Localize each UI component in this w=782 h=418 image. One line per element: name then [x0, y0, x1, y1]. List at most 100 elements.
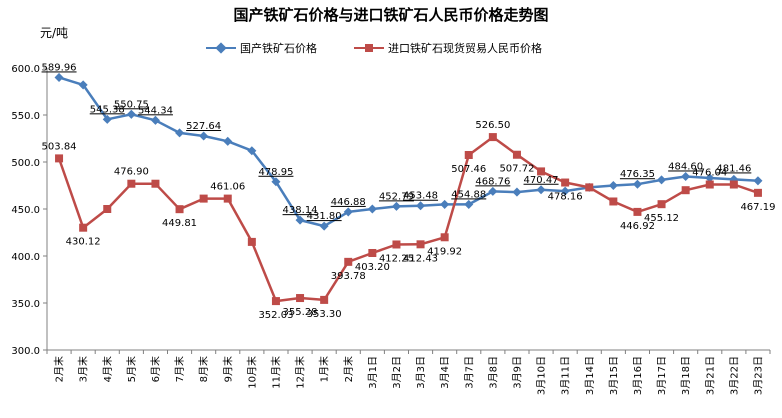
point-marker-import	[344, 257, 353, 266]
data-label-domestic: 454.88	[451, 189, 486, 200]
data-label-import: 430.12	[66, 237, 101, 248]
point-marker-import	[392, 240, 401, 249]
point-marker-import	[537, 167, 546, 176]
x-tick-label: 12月末	[294, 356, 307, 389]
data-label-domestic: 476.35	[620, 169, 655, 180]
point-marker-domestic	[536, 185, 546, 195]
y-tick-label: 300.0	[11, 346, 40, 357]
data-label-import: 352.03	[258, 310, 293, 321]
point-marker-import	[512, 150, 521, 159]
axes: 300.0 350.0 400.0 450.0 500.0 550.0 600.0 2月末 3月…	[11, 64, 771, 395]
data-label-domestic: 431.80	[307, 211, 342, 222]
point-marker-import	[633, 207, 642, 216]
point-marker-domestic	[632, 179, 642, 189]
point-marker-import	[681, 186, 690, 195]
x-tick-label: 5月末	[125, 356, 138, 382]
x-tick-label: 9月末	[221, 356, 234, 382]
data-label-domestic: 446.88	[331, 197, 366, 208]
point-marker-import	[199, 194, 208, 203]
x-tick-label: 11月末	[269, 356, 282, 389]
point-marker-import	[223, 194, 232, 203]
data-label-import: 455.12	[644, 213, 679, 224]
x-tick-label: 3月2日	[391, 356, 403, 389]
point-marker-import	[464, 150, 473, 159]
point-marker-import	[151, 179, 160, 188]
point-marker-domestic	[464, 199, 474, 209]
data-label-import: 412.43	[403, 253, 438, 264]
y-tick-label: 350.0	[11, 299, 40, 310]
x-tick-label: 3月7日	[463, 356, 475, 389]
point-marker-import	[55, 154, 64, 163]
data-label-domestic: 527.64	[186, 121, 221, 132]
x-tick-label: 3月21日	[704, 356, 716, 395]
point-marker-domestic	[367, 204, 377, 214]
point-marker-domestic	[753, 176, 763, 186]
series-layer	[54, 72, 763, 306]
data-label-domestic: 438.14	[283, 205, 318, 216]
point-marker-domestic	[295, 215, 305, 225]
x-tick-label: 3月23日	[752, 356, 764, 395]
point-marker-import	[127, 179, 136, 188]
data-label-domestic: 478.95	[258, 167, 293, 178]
x-tick-label: 3月18日	[680, 356, 692, 395]
point-marker-import	[488, 133, 497, 142]
data-label-import: 476.90	[114, 167, 149, 178]
data-label-domestic: 452.79	[379, 191, 414, 202]
point-marker-domestic	[54, 72, 64, 82]
point-marker-domestic	[512, 187, 522, 197]
data-label-domestic: 544.34	[138, 105, 173, 116]
legend-label-domestic: 国产铁矿石价格	[240, 41, 317, 55]
data-label-domestic: 470.47	[524, 175, 559, 186]
y-tick-label: 550.0	[11, 111, 40, 122]
point-marker-domestic	[440, 199, 450, 209]
point-marker-import	[247, 237, 256, 246]
point-marker-domestic	[416, 201, 426, 211]
legend-label-import: 进口铁矿石现货贸易人民币价格	[388, 41, 542, 55]
x-tick-label: 4月末	[101, 356, 114, 382]
point-marker-domestic	[681, 171, 691, 182]
x-tick-label: 3月8日	[487, 356, 499, 389]
x-tick-label: 10月末	[245, 356, 258, 389]
point-marker-domestic	[391, 201, 401, 211]
data-label-import: 449.81	[162, 218, 197, 229]
data-label-import: 353.30	[307, 309, 342, 320]
x-tick-label: 6月末	[149, 356, 162, 382]
point-marker-import	[175, 205, 184, 214]
x-tick-label: 3月末	[77, 356, 90, 382]
data-label-import: 419.92	[427, 246, 462, 257]
x-tick-label: 3月17日	[656, 356, 668, 395]
y-tick-label: 600.0	[11, 64, 40, 75]
point-marker-domestic	[78, 80, 88, 90]
legend: 国产铁矿石价格 进口铁矿石现货贸易人民币价格	[206, 41, 542, 55]
y-tick-label: 400.0	[11, 252, 40, 263]
x-tick-label: 3月9日	[511, 356, 523, 389]
point-marker-import	[753, 188, 762, 197]
data-label-domestic: 589.96	[42, 62, 77, 73]
x-tick-label: 3月15日	[608, 356, 620, 395]
point-marker-domestic	[657, 175, 667, 185]
x-tick-label: 3月4日	[439, 356, 451, 389]
data-label-import: 526.50	[475, 120, 510, 131]
point-marker-import	[320, 295, 329, 304]
point-marker-import	[416, 240, 425, 249]
data-label-domestic: 453.48	[403, 191, 438, 202]
data-label-import: 355.28	[283, 307, 318, 318]
x-tick-label: 3月3日	[415, 356, 427, 389]
point-marker-import	[368, 248, 377, 257]
point-marker-import	[296, 294, 305, 303]
x-tick-label: 3月11日	[560, 356, 572, 395]
x-tick-label: 3月16日	[632, 356, 644, 395]
point-marker-domestic	[102, 114, 112, 124]
point-marker-domestic	[608, 180, 618, 191]
point-marker-import	[79, 223, 88, 232]
data-label-import: 446.92	[620, 221, 655, 232]
x-tick-label: 2月末	[342, 356, 355, 382]
data-label-import: 507.46	[451, 164, 486, 175]
x-tick-label: 3月22日	[728, 356, 740, 395]
data-label-domestic: 545.38	[90, 104, 125, 115]
point-marker-domestic	[175, 128, 185, 138]
data-label-domestic: 484.60	[668, 161, 703, 172]
point-marker-domestic	[223, 136, 233, 146]
